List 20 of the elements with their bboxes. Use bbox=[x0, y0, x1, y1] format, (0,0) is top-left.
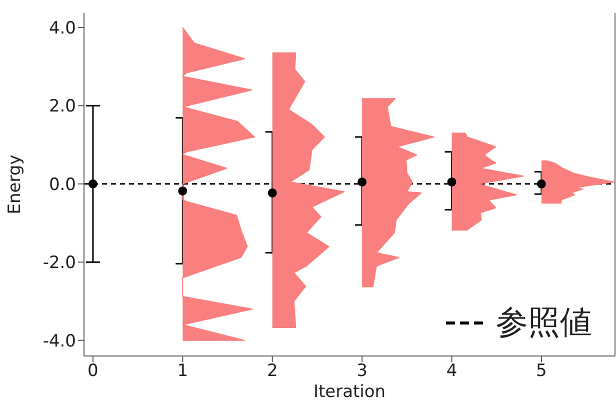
point bbox=[447, 177, 456, 186]
point bbox=[268, 188, 277, 198]
x-tick-label: 3 bbox=[356, 361, 368, 382]
y-tick-label: 2.0 bbox=[48, 96, 76, 117]
legend-label: 参照値 bbox=[496, 302, 592, 343]
x-tick-label: 1 bbox=[177, 361, 188, 382]
y-axis-title: Energy bbox=[5, 154, 26, 214]
x-axis-title: Iteration bbox=[313, 382, 386, 402]
point bbox=[178, 186, 188, 196]
y-tick-label: 4.0 bbox=[48, 18, 76, 39]
point bbox=[88, 179, 98, 188]
y-tick-label: -4.0 bbox=[42, 331, 76, 352]
x-tick-label: 5 bbox=[536, 361, 547, 382]
x-tick-label: 2 bbox=[266, 361, 278, 382]
y-tick-label: -2.0 bbox=[42, 253, 76, 274]
point bbox=[358, 177, 367, 186]
x-tick-label: 4 bbox=[446, 361, 458, 382]
point bbox=[536, 179, 546, 188]
x-tick-label: 0 bbox=[88, 361, 98, 382]
y-tick-label: 0.0 bbox=[48, 174, 76, 195]
